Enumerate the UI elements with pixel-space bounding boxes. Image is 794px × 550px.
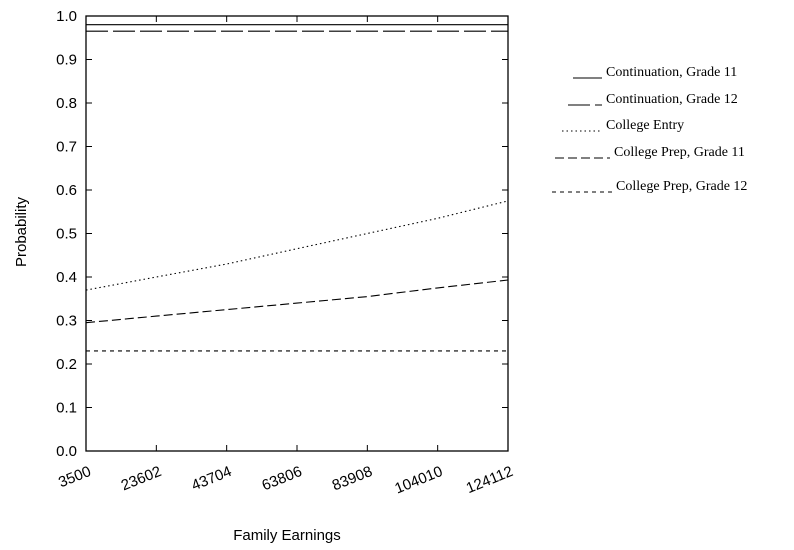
y-tick-label: 0.3	[56, 313, 77, 330]
x-tick-label: 23602	[119, 463, 164, 494]
y-axis-title: Probability	[13, 196, 30, 267]
y-tick-label: 0.7	[56, 139, 77, 156]
series-line	[85, 279, 509, 324]
x-tick-label: 124112	[464, 463, 516, 497]
y-axis: 0.0 0.1 0.2 0.3 0.4 0.5 0.6 0.7 0.8 0.9 1.0	[56, 8, 508, 460]
y-tick-label: 0.6	[56, 182, 77, 199]
x-tick-label: 3500	[56, 463, 93, 491]
x-tick-label: 43704	[189, 463, 234, 494]
legend: Continuation, Grade 11 Continuation, Grad…	[552, 65, 747, 194]
series-line	[85, 200, 509, 291]
y-tick-label: 1.0	[56, 8, 77, 25]
legend-label: College Prep, Grade 12	[616, 179, 747, 194]
legend-label: Continuation, Grade 11	[606, 65, 737, 80]
x-tick-label: 83908	[330, 463, 375, 494]
y-tick-label: 0.2	[56, 356, 77, 373]
plot-area	[85, 15, 509, 452]
x-tick-label: 63806	[259, 463, 304, 494]
legend-label: College Prep, Grade 11	[614, 145, 745, 160]
y-tick-label: 0.9	[56, 52, 77, 69]
legend-label: College Entry	[606, 118, 684, 133]
y-tick-label: 0.4	[56, 269, 77, 286]
y-tick-label: 0.0	[56, 443, 77, 460]
y-tick-label: 0.5	[56, 226, 77, 243]
plot-frame	[85, 15, 509, 452]
y-tick-label: 0.1	[56, 400, 77, 417]
x-axis: 3500 23602 43704 63806 83908 104010 124112	[56, 16, 515, 497]
x-axis-title: Family Earnings	[233, 527, 341, 544]
y-tick-label: 0.8	[56, 95, 77, 112]
legend-label: Continuation, Grade 12	[606, 92, 738, 107]
x-tick-label: 104010	[392, 463, 445, 498]
